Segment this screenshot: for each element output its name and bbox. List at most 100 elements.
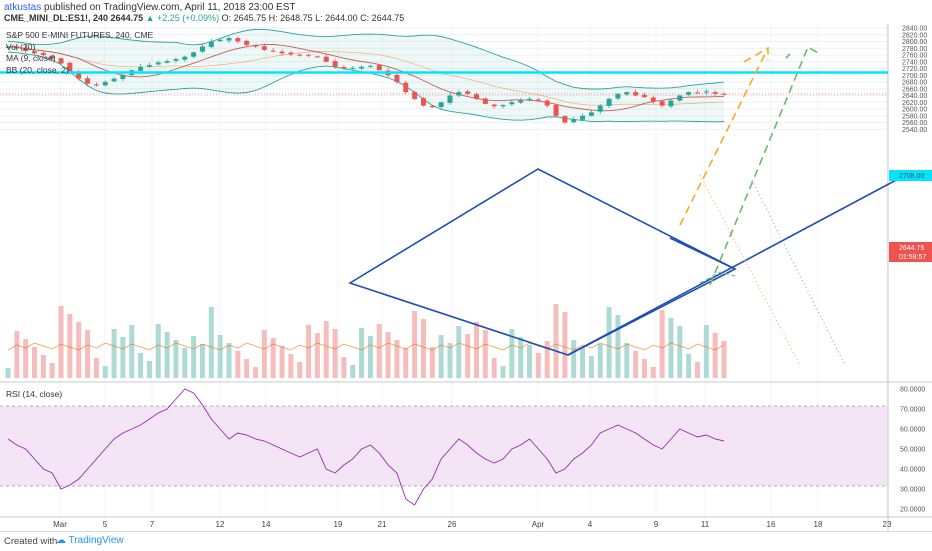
indicator-legend: S&P 500 E-MINI FUTURES, 240, CME Vol (20… [6,30,153,76]
candle-body [686,92,692,95]
candle-body [288,52,294,55]
orange-projection-up[interactable] [679,46,769,226]
last-value: 2644.75 [110,13,144,23]
trend-line-extension[interactable] [567,177,901,356]
volume-bar [367,336,373,378]
publisher-name[interactable]: atkustas [4,2,42,13]
volume-bar [261,330,267,378]
rsi-tick-label: 60.0000 [900,427,925,434]
tradingview-logo[interactable]: ☁ TradingView [56,535,124,546]
price-tick-label: 2780.00 [902,46,927,53]
level-price-tag [889,170,932,181]
candle-body [93,84,99,86]
symbol-label[interactable]: CME_MINI_DL:ES1!, 240 [4,13,109,23]
candle-body [394,74,400,82]
rsi-tick-label: 50.0000 [900,447,925,454]
green-projection-down[interactable] [751,179,846,366]
last-price-label: 2644.75 [899,245,924,252]
candle-body [518,100,524,103]
candle-body [111,78,117,82]
candle-body [173,59,179,61]
price-tick-label: 2720.00 [902,66,927,73]
volume-bar [5,368,11,378]
candle-body [359,66,365,69]
candle-body [199,46,205,52]
candle-body [703,91,709,93]
price-tick-label: 2660.00 [902,86,927,93]
volume-ma-line [7,342,725,351]
candle-body [659,101,665,106]
time-tick-label: 11 [701,520,710,529]
candle-body [341,67,347,69]
candle-body [403,82,409,93]
candle-body [67,62,73,72]
bollinger-band-fill [8,29,724,122]
created-with-text: Created with [4,536,58,547]
volume-bar [58,306,64,378]
volume-bar [544,341,550,378]
price-tick-label: 2600.00 [902,107,927,114]
level-price-label: 2708.00 [899,173,924,180]
volume-bar [341,357,347,378]
candle-body [270,50,276,52]
volume-bar [40,355,46,378]
volume-bar [385,332,391,378]
volume-bar [129,325,135,378]
time-tick-label: 12 [216,520,225,529]
candle-body [412,92,418,99]
candle-body [120,75,126,79]
volume-bar [332,329,338,378]
volume-bar [694,362,700,378]
candle-body [226,38,232,41]
volume-bar [111,329,117,378]
diamond-pattern[interactable] [348,168,737,356]
countdown-label: 01:59:57 [899,254,926,261]
candle-body [571,119,577,123]
price-tick-label: 2640.00 [902,93,927,100]
footer: Created with ☁ TradingView [0,531,932,551]
volume-bar [244,359,250,378]
ohlc-values: O: 2645.75 H: 2648.75 L: 2644.00 C: 2644… [221,13,405,23]
price-tick-label: 2540.00 [902,127,927,134]
volume-bar [686,354,692,378]
candle-body [544,100,550,106]
green-projection-small[interactable] [699,271,736,284]
rsi-tick-label: 40.0000 [900,467,925,474]
candle-body [465,91,471,94]
candle-body [49,55,55,59]
bollinger-basis [7,46,725,106]
rsi-tick-label: 30.0000 [900,487,925,494]
volume-bar [429,347,435,378]
candlesticks [5,36,727,125]
volume-bar [49,363,55,378]
bollinger-upper-band [7,28,725,90]
legend-vol[interactable]: Vol (20) [6,41,36,52]
volume-bar [279,346,285,378]
candle-body [14,46,20,49]
candle-body [482,98,488,104]
volume-bar [306,325,312,378]
time-tick-label: 9 [654,520,659,529]
candle-body [164,61,170,63]
rsi-tick-label: 70.0000 [900,407,925,414]
legend-bb[interactable]: BB (20, close, 2) [6,64,69,75]
price-tick-label: 2680.00 [902,80,927,87]
time-tick-label: 18 [814,520,823,529]
candle-body [23,47,29,51]
triangle-upper-line[interactable] [669,237,736,270]
volume-bar [173,340,179,378]
volume-bar [323,321,329,378]
published-text: published on TradingView.com, April 11, … [44,2,296,13]
legend-ma[interactable]: MA (9, close) [6,53,56,63]
candle-body [138,66,144,71]
volume-bar [67,314,73,378]
rsi-band-background [0,406,888,486]
green-projection-up[interactable] [709,45,819,286]
volume-bar [350,365,356,378]
volume-bar [208,307,214,378]
candle-body [191,52,197,57]
volume-bar [624,343,630,378]
rsi-legend[interactable]: RSI (14, close) [6,389,63,399]
time-tick-label: Apr [532,520,545,529]
